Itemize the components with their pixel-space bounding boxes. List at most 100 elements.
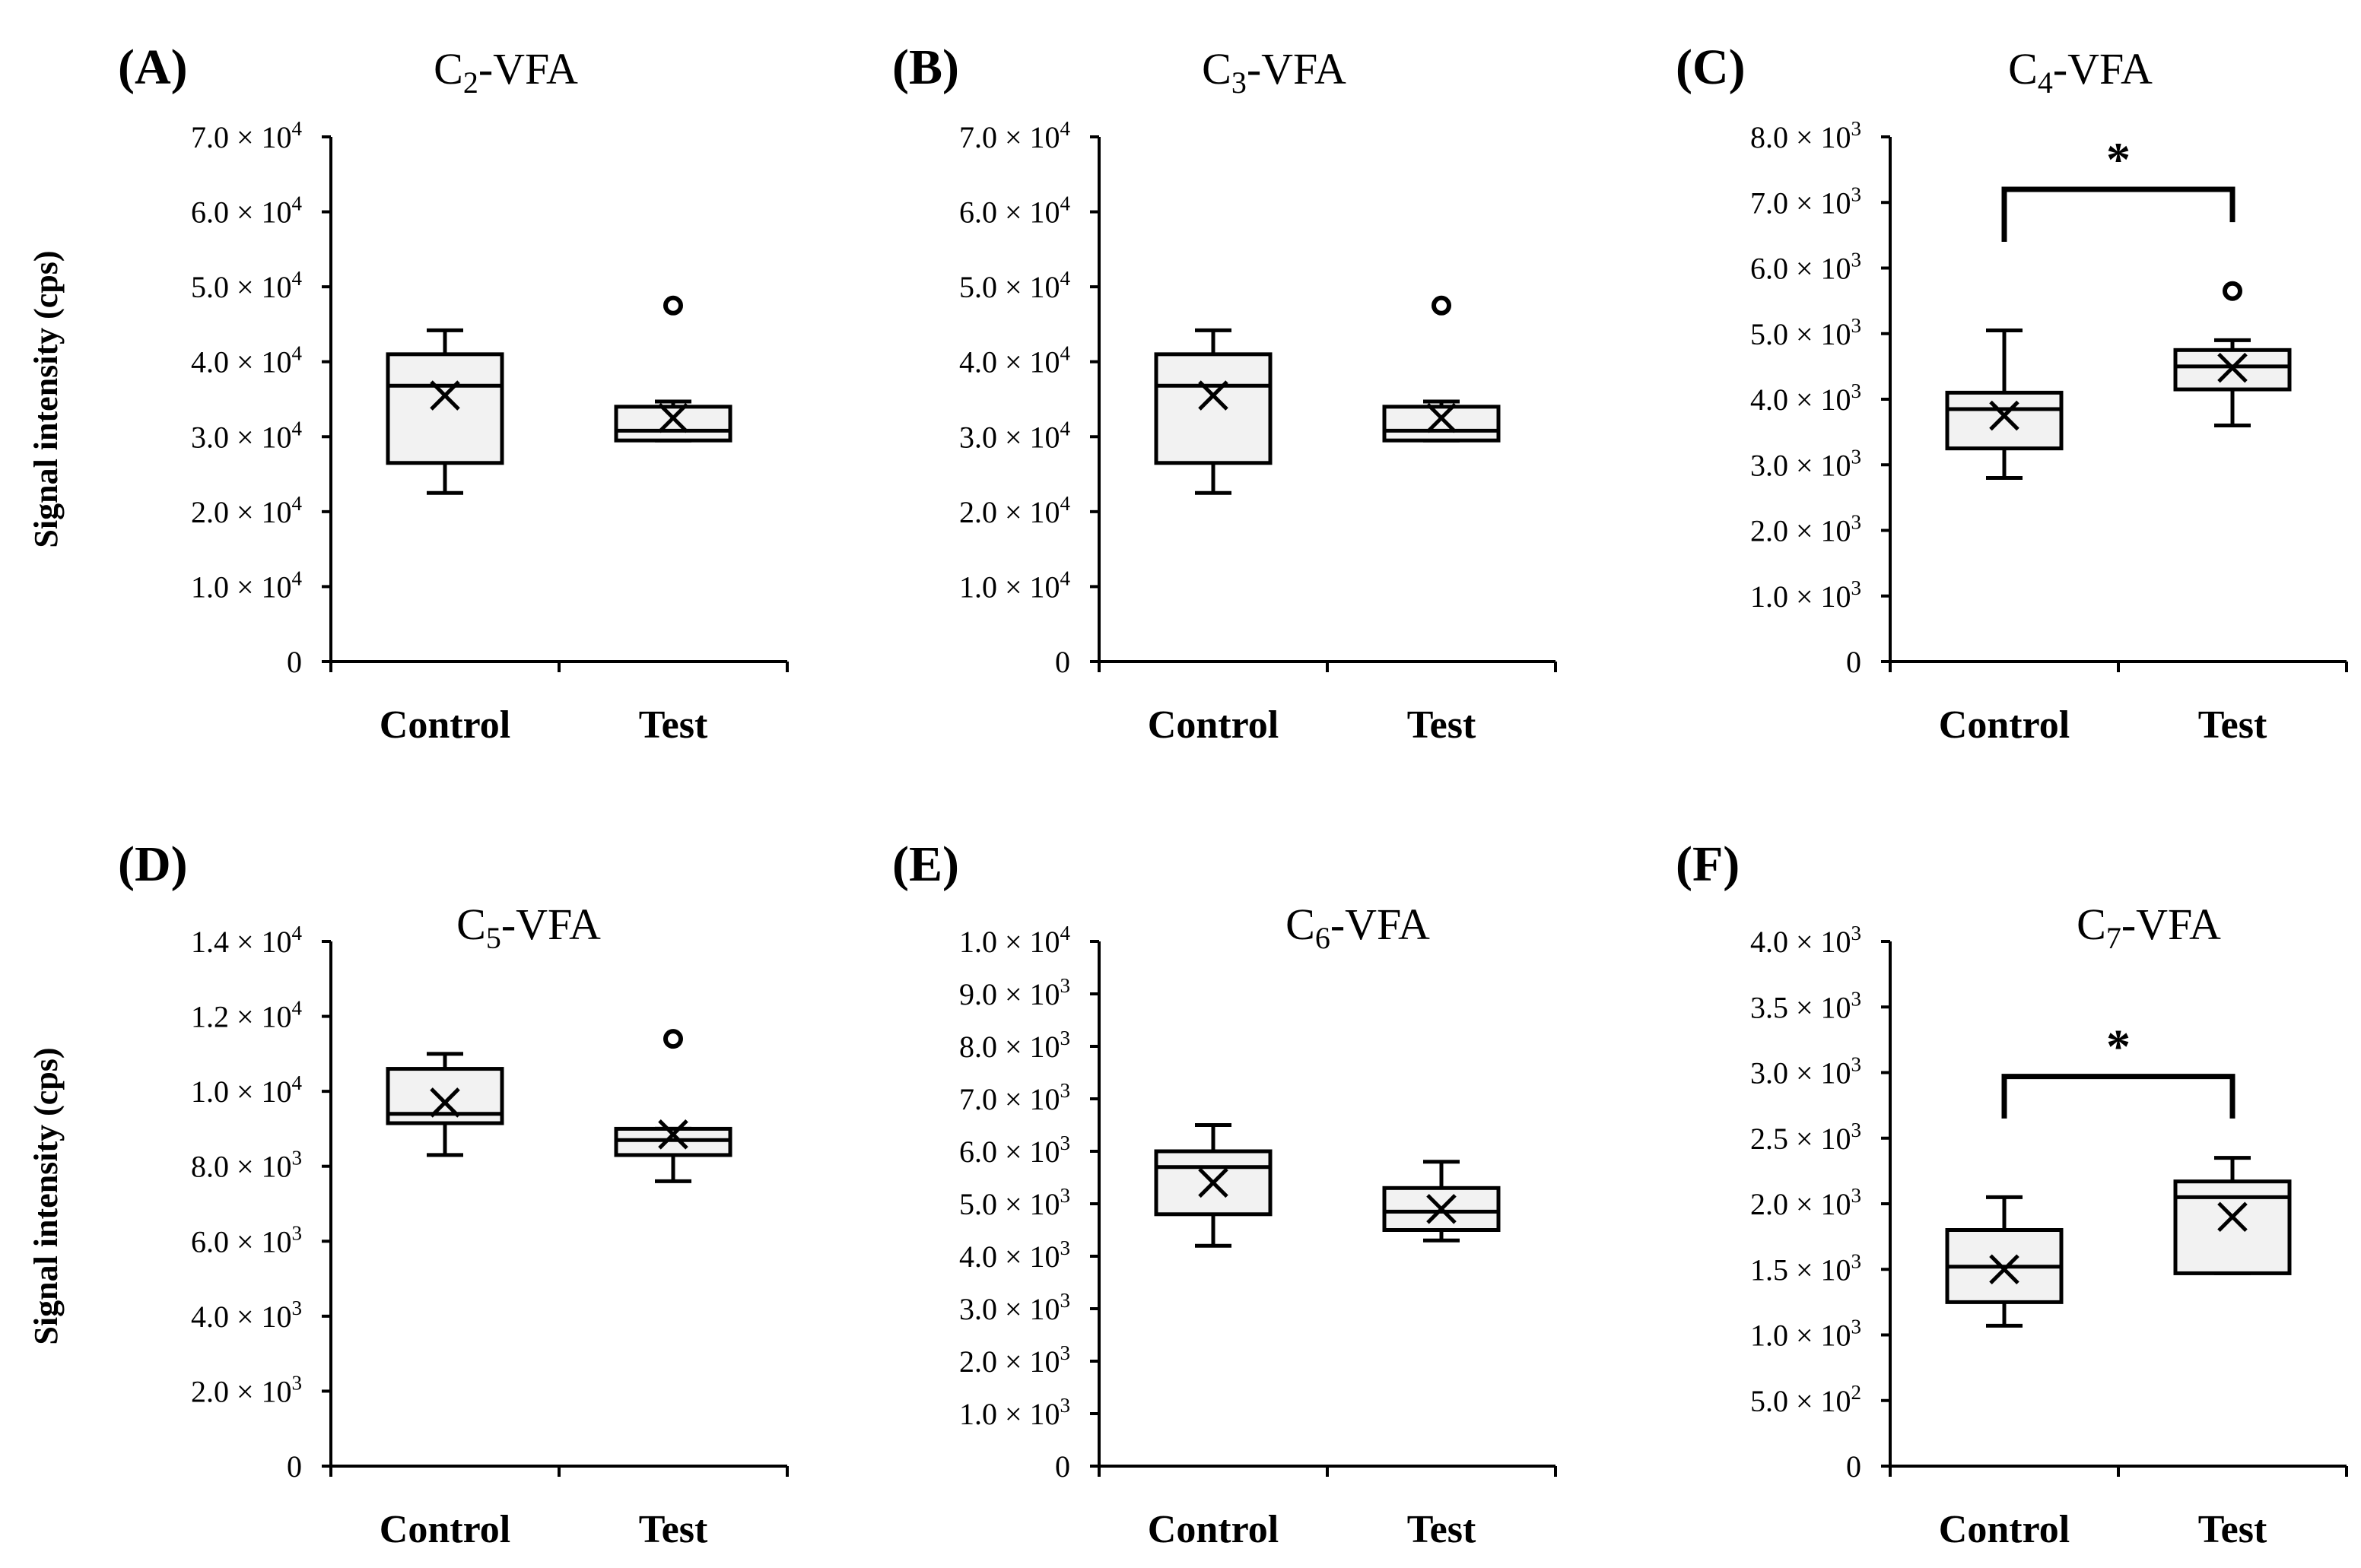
- y-tick-label: 4.0 × 103: [1750, 922, 1861, 959]
- y-tick-label: 3.0 × 104: [191, 417, 303, 454]
- y-tick-label: 0: [287, 1449, 302, 1484]
- y-tick-exponent: 4: [292, 997, 303, 1020]
- y-tick-mantissa: 2.0 × 10: [1750, 514, 1851, 548]
- y-tick-mantissa: 8.0 × 10: [1750, 120, 1851, 154]
- y-tick-label: 6.0 × 104: [959, 192, 1071, 230]
- panel-letter: (C): [1676, 40, 1746, 95]
- panel-title: C2-VFA: [434, 44, 578, 100]
- significance-label: *: [2106, 132, 2131, 186]
- y-tick-label: 2.0 × 104: [191, 492, 303, 529]
- y-axis-label: Signal intensity (cps): [27, 1047, 65, 1344]
- y-tick-mantissa: 1.0 × 10: [1750, 579, 1851, 614]
- y-tick-exponent: 4: [292, 567, 303, 589]
- y-tick-exponent: 3: [1851, 511, 1862, 534]
- mean-marker: [2217, 1201, 2248, 1233]
- y-tick-mantissa: 4.0 × 10: [959, 345, 1060, 379]
- y-tick-label: 8.0 × 103: [1750, 117, 1861, 154]
- panel-letter: (E): [892, 836, 959, 892]
- y-tick-label: 2.5 × 103: [1750, 1119, 1861, 1156]
- y-tick-label: 1.0 × 104: [959, 567, 1071, 604]
- y-tick-exponent: 4: [1060, 922, 1071, 944]
- mean-marker: [430, 380, 460, 411]
- y-tick-label: 0: [1055, 645, 1070, 679]
- category-label: Control: [1148, 703, 1279, 747]
- y-tick-exponent: 4: [292, 192, 303, 215]
- y-tick-exponent: 3: [1060, 1341, 1071, 1364]
- y-tick-label: 7.0 × 103: [959, 1079, 1070, 1116]
- y-tick-label: 1.0 × 103: [1750, 576, 1861, 614]
- y-tick-exponent: 3: [1851, 1316, 1862, 1338]
- y-tick-label: 7.0 × 104: [959, 117, 1071, 154]
- y-tick-label: 0: [1055, 1449, 1070, 1484]
- y-tick-mantissa: 8.0 × 10: [959, 1030, 1060, 1064]
- y-tick-exponent: 3: [1851, 445, 1862, 468]
- mean-marker: [1426, 402, 1457, 433]
- y-tick-mantissa: 4.0 × 10: [959, 1239, 1060, 1274]
- mean-marker: [430, 1087, 460, 1118]
- panel-title: C5-VFA: [456, 900, 601, 955]
- y-tick-label: 8.0 × 103: [959, 1027, 1070, 1064]
- y-tick-label: 6.0 × 103: [959, 1132, 1070, 1169]
- y-tick-exponent: 3: [1851, 249, 1862, 271]
- y-tick-mantissa: 6.0 × 10: [959, 195, 1060, 230]
- y-tick-exponent: 3: [292, 1147, 303, 1170]
- box-control: [1945, 390, 2064, 451]
- y-tick-label: 9.0 × 103: [959, 974, 1070, 1011]
- y-tick-exponent: 4: [292, 1071, 303, 1094]
- y-tick-label: 1.5 × 103: [1750, 1249, 1861, 1287]
- y-tick-exponent: 3: [1851, 1119, 1862, 1141]
- box-control: [1154, 352, 1273, 465]
- category-label: Test: [639, 1508, 708, 1551]
- y-tick-mantissa: 1.2 × 10: [191, 1000, 292, 1034]
- y-tick-mantissa: 4.0 × 10: [1750, 925, 1851, 959]
- category-label: Test: [1407, 1508, 1476, 1551]
- y-tick-exponent: 3: [1060, 1184, 1071, 1207]
- y-tick-exponent: 4: [1060, 117, 1071, 140]
- outlier-point: [2223, 281, 2242, 301]
- y-tick-exponent: 4: [292, 492, 303, 515]
- y-tick-mantissa: 7.0 × 10: [959, 1082, 1060, 1116]
- y-tick-label: 5.0 × 104: [191, 267, 303, 304]
- y-tick-mantissa: 6.0 × 10: [191, 1224, 292, 1259]
- y-tick-label: 2.0 × 103: [1750, 1184, 1861, 1221]
- y-tick-mantissa: 3.5 × 10: [1750, 990, 1851, 1024]
- panel-letter: (D): [118, 836, 188, 892]
- y-tick-label: 5.0 × 104: [959, 267, 1071, 304]
- y-tick-mantissa: 2.0 × 10: [191, 1374, 292, 1408]
- y-tick-mantissa: 0: [1846, 1449, 1861, 1484]
- outlier-point: [663, 1029, 683, 1049]
- y-tick-mantissa: 2.0 × 10: [959, 495, 1060, 529]
- y-tick-label: 3.5 × 103: [1750, 987, 1861, 1024]
- y-tick-label: 5.0 × 102: [1750, 1381, 1861, 1418]
- y-tick-exponent: 3: [1851, 922, 1862, 944]
- y-tick-label: 6.0 × 103: [1750, 249, 1861, 286]
- y-tick-mantissa: 6.0 × 10: [959, 1135, 1060, 1169]
- panel-d: (D) C5-VFA Signal intensity (cps) 0 2.0 ×…: [27, 836, 789, 1551]
- y-tick-exponent: 4: [1060, 567, 1071, 589]
- y-tick-exponent: 3: [1851, 314, 1862, 337]
- y-tick-mantissa: 7.0 × 10: [1750, 186, 1851, 220]
- category-label: Test: [1407, 703, 1476, 747]
- box-test: [1382, 1186, 1501, 1232]
- y-tick-mantissa: 1.0 × 10: [959, 1397, 1060, 1431]
- panel-letter: (A): [118, 40, 188, 95]
- y-tick-label: 3.0 × 103: [959, 1289, 1070, 1326]
- y-tick-mantissa: 1.0 × 10: [191, 570, 292, 604]
- y-tick-label: 0: [287, 645, 302, 679]
- y-tick-exponent: 3: [1060, 974, 1071, 997]
- y-tick-label: 6.0 × 103: [191, 1221, 302, 1259]
- y-tick-mantissa: 0: [1846, 645, 1861, 679]
- box-test: [1382, 405, 1501, 443]
- box-test: [614, 405, 732, 443]
- y-tick-exponent: 3: [1060, 1289, 1071, 1312]
- y-tick-mantissa: 2.5 × 10: [1750, 1122, 1851, 1156]
- panel-title: C7-VFA: [2077, 900, 2221, 955]
- y-tick-label: 0: [1846, 645, 1861, 679]
- y-tick-exponent: 3: [1060, 1236, 1071, 1259]
- category-label: Control: [380, 703, 510, 747]
